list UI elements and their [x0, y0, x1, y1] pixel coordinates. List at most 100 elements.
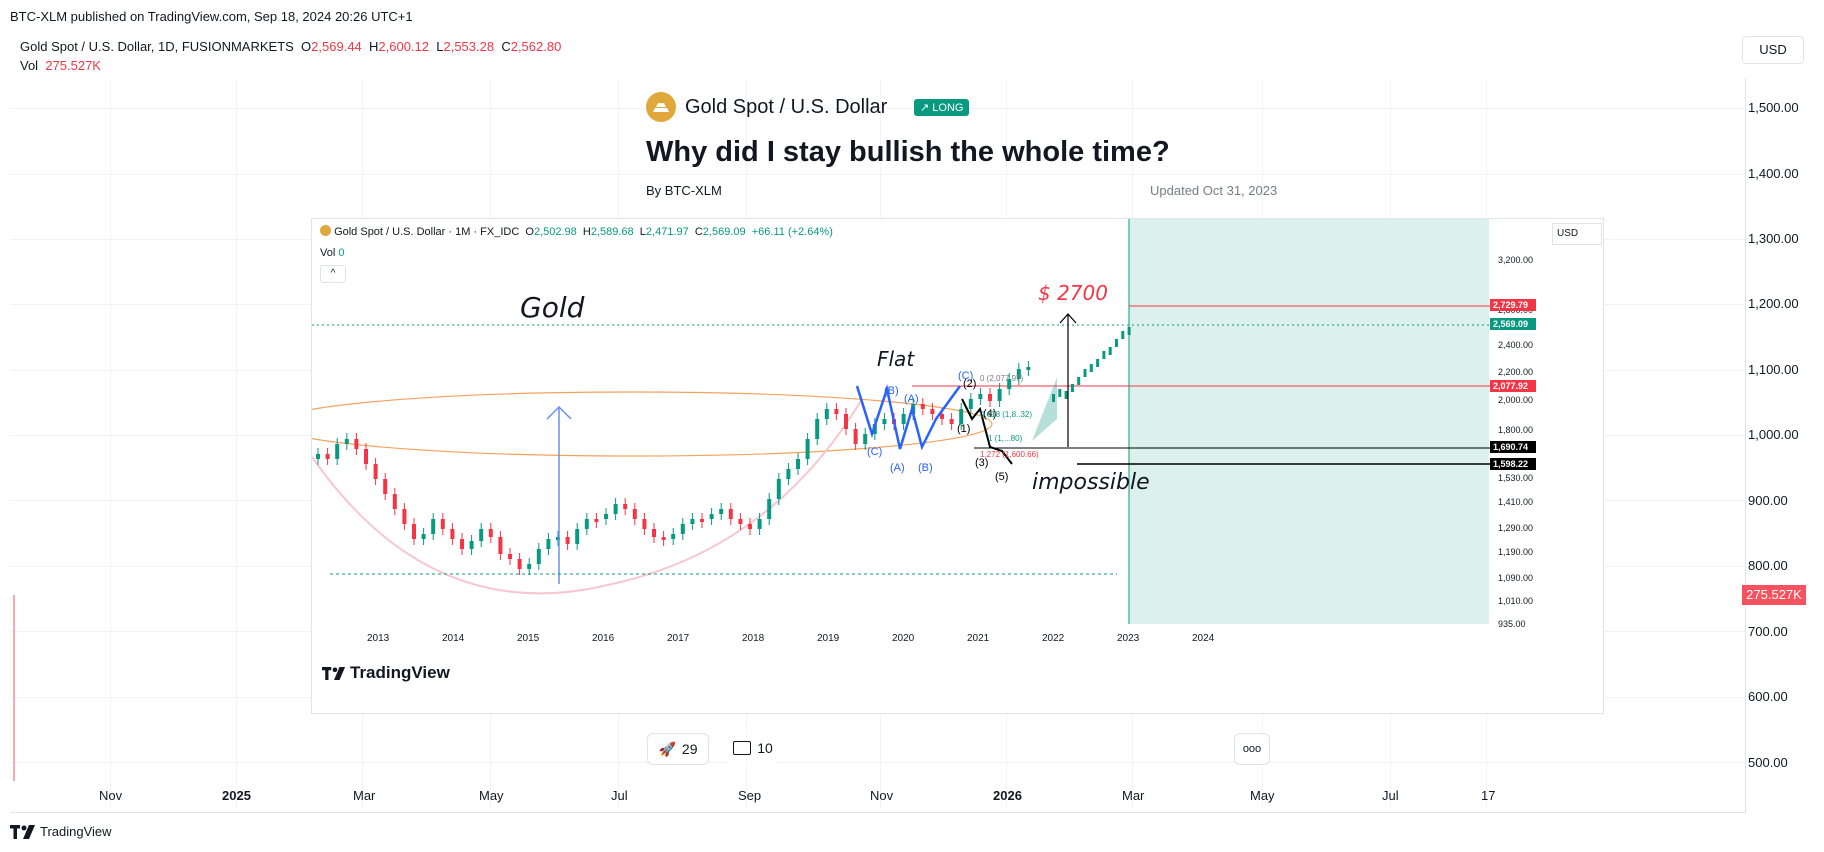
footer-brand[interactable]: TradingView	[10, 824, 112, 839]
candle-body	[1096, 359, 1100, 367]
inner-price-tick: 935.00	[1498, 619, 1526, 629]
inner-year-tick: 2016	[592, 633, 615, 644]
candle-body	[949, 419, 954, 424]
candle-body	[373, 464, 378, 479]
inner-open: 2,502.98	[533, 226, 577, 238]
currency-button[interactable]: USD	[1742, 36, 1804, 64]
price-tag	[1490, 458, 1536, 470]
inner-symbol: Gold Spot / U.S. Dollar · 1M · FX_IDC	[334, 226, 520, 238]
fib-label: 1.272 (1,600.66)	[980, 450, 1039, 459]
candle-body	[556, 537, 560, 540]
blue-wave-label: (C)	[958, 370, 973, 382]
inner-year-tick: 2022	[1042, 633, 1065, 644]
black-wave-label: (5)	[995, 471, 1008, 483]
idea-author[interactable]: By BTC-XLM	[646, 183, 722, 198]
candle-body	[383, 479, 388, 494]
candle-body	[988, 394, 992, 401]
symbol-legend[interactable]: Gold Spot / U.S. Dollar, 1D, FUSIONMARKE…	[20, 39, 561, 54]
comments-button[interactable]: 10	[725, 733, 781, 763]
inner-legend[interactable]: Gold Spot / U.S. Dollar · 1M · FX_IDC O2…	[320, 225, 833, 238]
price-tag	[1490, 441, 1536, 453]
collapse-button[interactable]: ^	[320, 265, 346, 283]
inner-watermark: TradingView	[322, 663, 450, 683]
volume-bar	[13, 595, 15, 781]
candle-body	[1064, 391, 1068, 399]
candle-body	[479, 529, 484, 541]
blue-arrow-head	[546, 405, 572, 420]
inner-price-tick: 2,200.00	[1498, 367, 1533, 377]
time-tick: Nov	[870, 788, 894, 803]
candle-body	[623, 504, 628, 509]
idea-title[interactable]: Why did I stay bullish the whole time?	[646, 136, 1170, 168]
volume-legend[interactable]: Vol 275.527K	[20, 58, 101, 73]
comment-count: 10	[757, 740, 773, 756]
candle-body	[767, 499, 772, 519]
price-tick: 700.00	[1748, 624, 1788, 639]
candle-body	[584, 519, 589, 529]
candle-body	[959, 409, 964, 424]
tradingview-watermark-icon	[322, 666, 346, 680]
flat-label: Flat	[877, 347, 915, 371]
price-tag-label: 1,598.22	[1493, 459, 1528, 469]
price-tag	[1490, 299, 1536, 311]
candle-body	[469, 541, 474, 549]
close-value: 2,562.80	[510, 39, 562, 54]
candle-body	[1127, 327, 1131, 335]
inner-price-tick: 1,090.00	[1498, 573, 1533, 583]
time-tick: Mar	[353, 788, 376, 803]
candle-body	[824, 409, 829, 419]
candle-body	[757, 519, 762, 529]
candle-body	[604, 514, 608, 519]
black-wave-label: (1)	[957, 423, 970, 435]
candle-body	[1121, 331, 1125, 339]
high-label: H	[369, 39, 379, 54]
inner-gold-icon	[320, 225, 331, 236]
idea-chart[interactable]: 3,200.002,800.002,400.002,200.002,000.00…	[311, 218, 1604, 714]
candle-body	[364, 449, 368, 464]
fib-label: 1 (1,...80)	[988, 434, 1023, 443]
price-axis[interactable]: 1,500.00 1,400.00 1,300.00 1,200.00 1,10…	[1746, 0, 1824, 800]
low-label: L	[436, 39, 444, 54]
inner-year-tick: 2017	[667, 633, 690, 644]
candle-body	[978, 394, 983, 399]
time-tick: Mar	[1122, 788, 1145, 803]
inner-price-tick: 1,190.00	[1498, 547, 1533, 557]
candle-body	[1089, 364, 1093, 372]
candle-body	[642, 519, 647, 529]
candle-body	[1058, 389, 1062, 397]
candle-body	[853, 429, 858, 444]
candle-body	[940, 414, 944, 419]
time-axis[interactable]: Nov 2025 Mar May Jul Sep Nov 2026 Mar Ma…	[0, 788, 1745, 808]
inner-year-tick: 2014	[442, 633, 465, 644]
inner-currency[interactable]: USD	[1552, 223, 1602, 245]
candle-body	[440, 519, 445, 529]
price-tick: 1,400.00	[1748, 166, 1799, 181]
candle-body	[431, 519, 436, 534]
comment-icon	[733, 741, 752, 755]
boost-button[interactable]: 🚀 29	[647, 733, 709, 765]
more-button[interactable]: ooo	[1234, 733, 1270, 765]
candle-body	[575, 529, 580, 544]
published-header: BTC-XLM published on TradingView.com, Se…	[10, 9, 413, 24]
volume-label: Vol	[20, 58, 39, 73]
inner-price-tick: 1,530.00	[1498, 473, 1533, 483]
idea-chart-svg: 3,200.002,800.002,400.002,200.002,000.00…	[312, 219, 1603, 713]
inner-year-tick: 2015	[517, 633, 540, 644]
idea-symbol[interactable]: Gold Spot / U.S. Dollar	[685, 96, 888, 118]
candle-body	[546, 539, 551, 549]
candle-body	[920, 404, 925, 409]
price-tick: 1,100.00	[1748, 362, 1799, 377]
blue-wave-label: (B)	[918, 462, 933, 474]
green-triangle	[1032, 377, 1057, 441]
boost-count: 29	[681, 741, 698, 757]
candle-body	[709, 514, 714, 519]
time-tick: Jul	[611, 788, 628, 803]
candle-body	[536, 549, 541, 564]
candle-body	[325, 454, 330, 459]
inner-vol: Vol 0	[320, 247, 344, 259]
inner-price-tick: 1,800.00	[1498, 425, 1533, 435]
fib-label: 0 (2,077.97)	[980, 374, 1023, 383]
inner-low: 2,471.97	[645, 226, 689, 238]
candle-body	[508, 554, 512, 559]
candle-body	[1052, 394, 1055, 402]
